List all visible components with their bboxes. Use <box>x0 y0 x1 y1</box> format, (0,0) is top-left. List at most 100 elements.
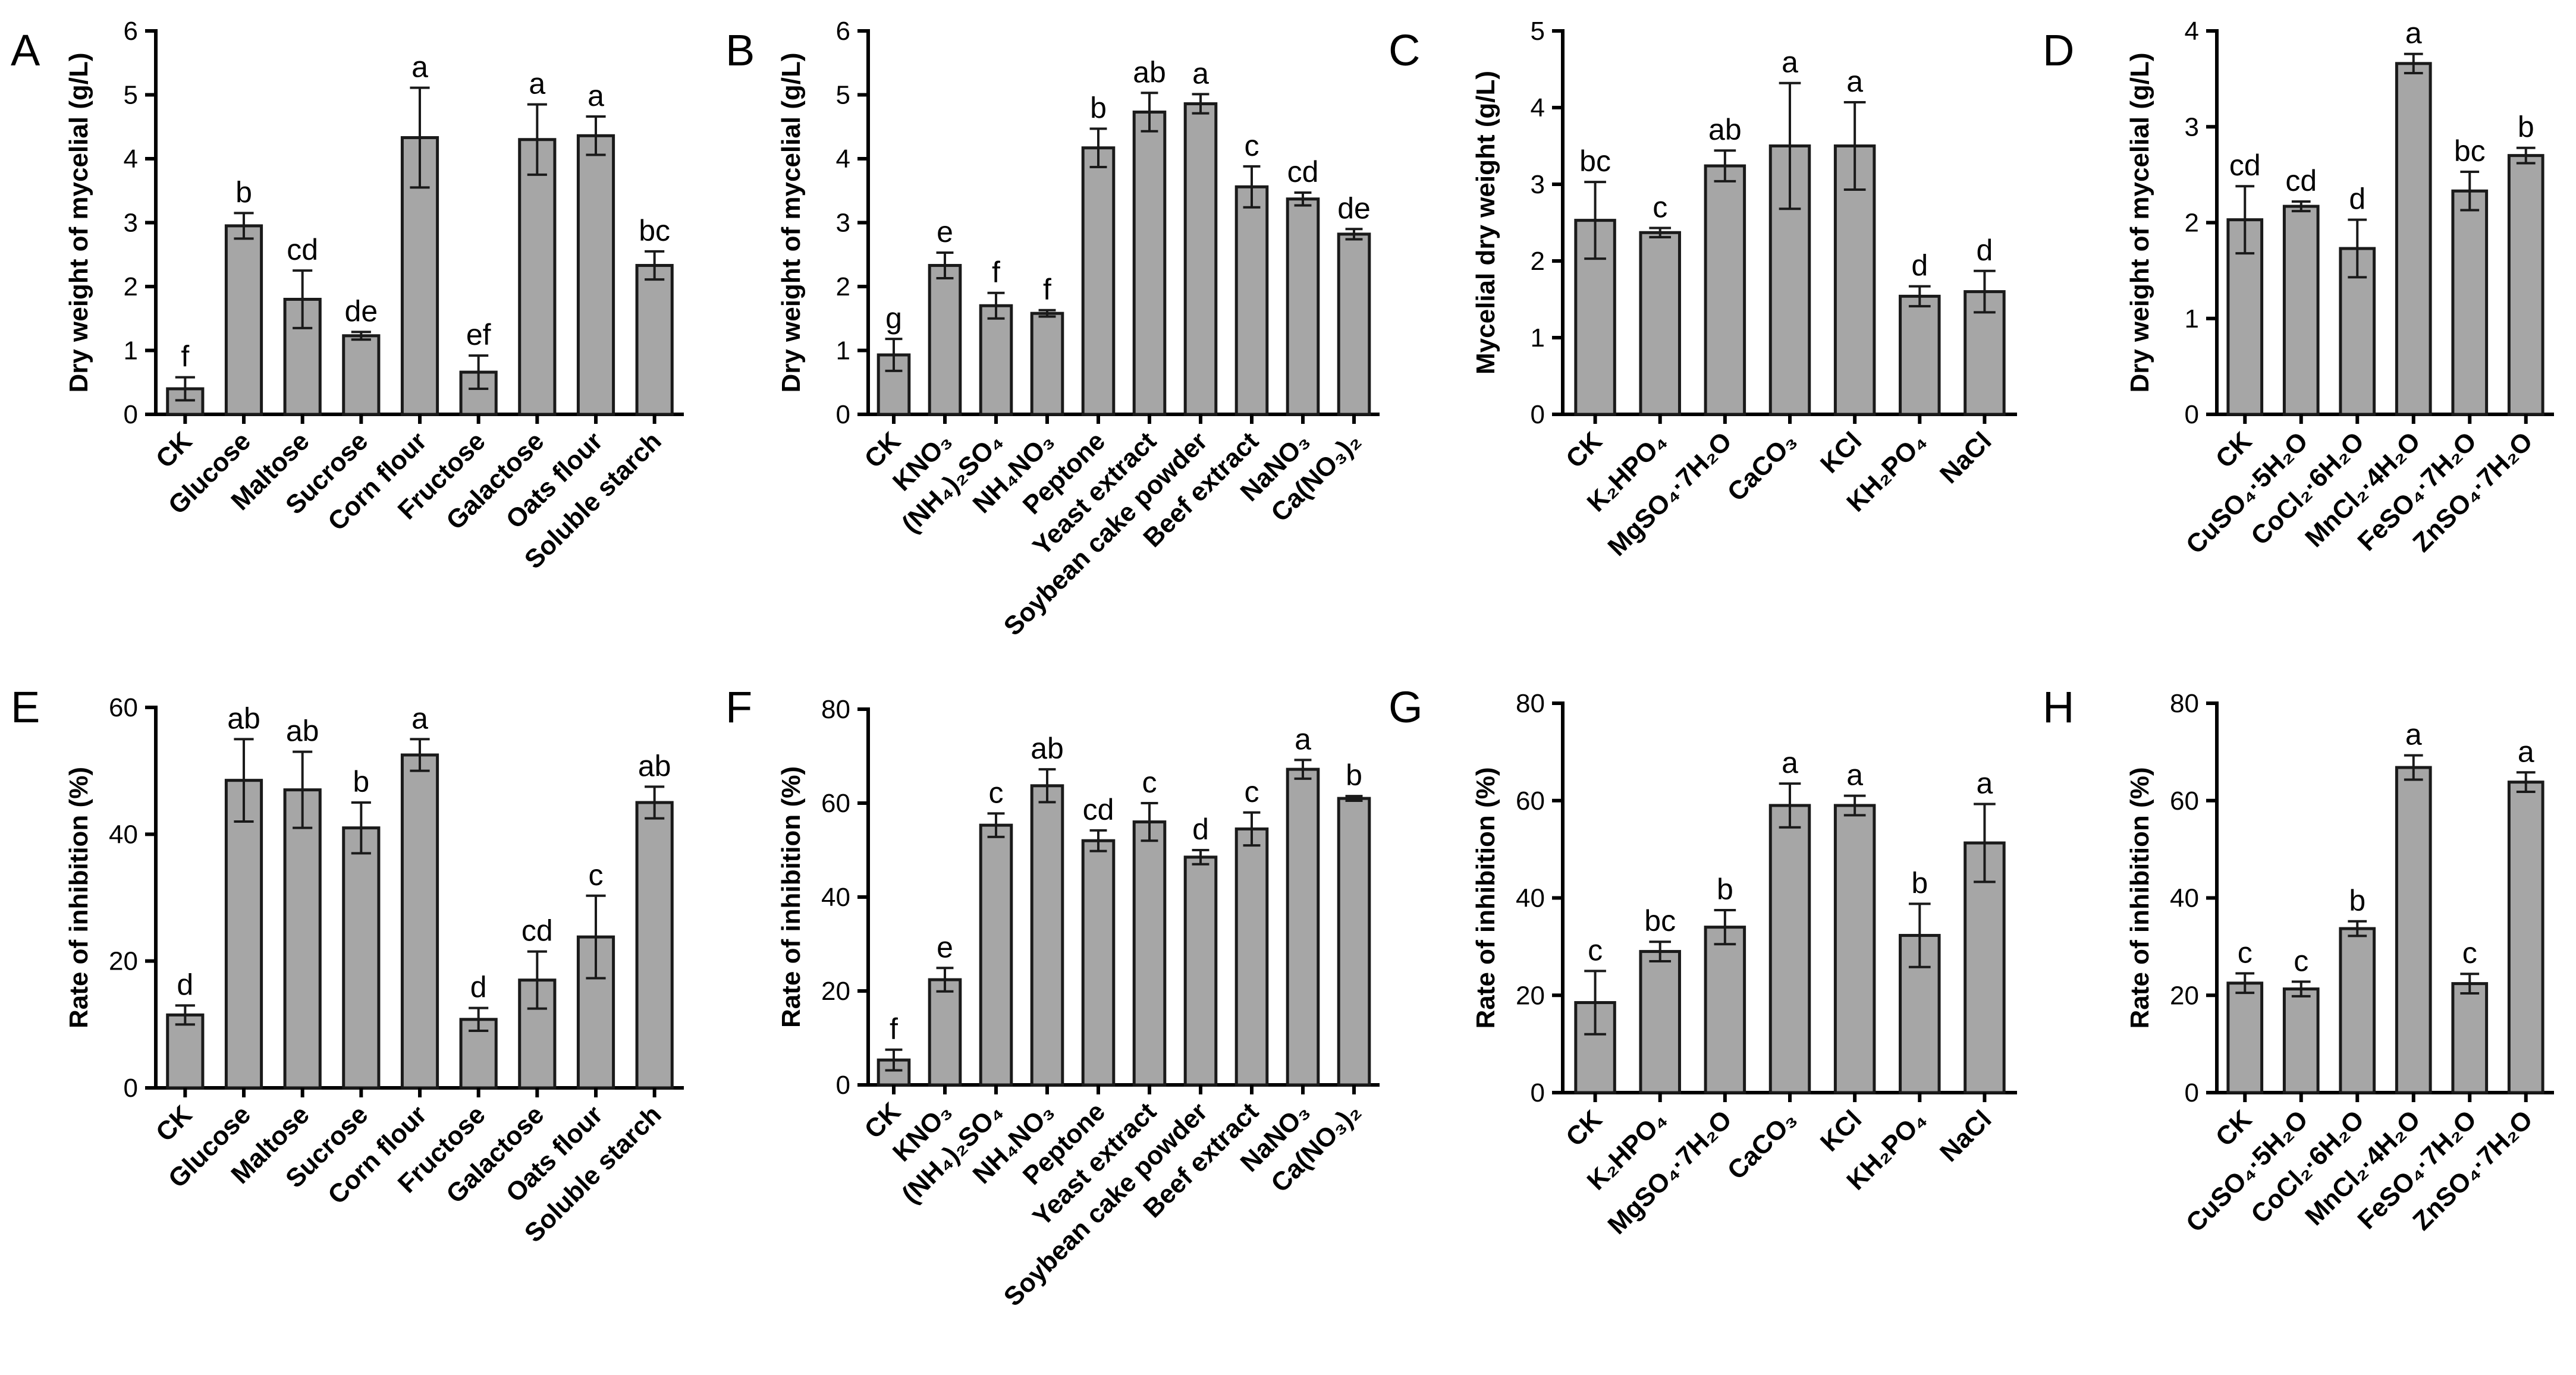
panel-label: B <box>725 26 755 75</box>
panel-label: E <box>11 682 40 732</box>
significance-letter: c <box>2462 936 2477 970</box>
significance-letter: g <box>885 301 902 335</box>
y-tick-label: 2 <box>836 272 850 301</box>
bar <box>1286 767 1320 1087</box>
bar <box>2451 982 2489 1094</box>
significance-letter: a <box>1192 56 1209 90</box>
bar <box>1833 804 1876 1094</box>
bar <box>2395 62 2432 416</box>
y-tick-label: 3 <box>836 209 850 238</box>
category-label: CK <box>2210 426 2258 474</box>
category-label: KCl <box>1815 426 1867 479</box>
significance-letter: b <box>353 765 369 798</box>
y-tick-label: 5 <box>1531 17 1545 46</box>
significance-letter: b <box>235 175 252 209</box>
significance-letter: bc <box>1644 904 1676 937</box>
category-label: NaCl <box>1934 1105 1997 1168</box>
y-axis-title: Dry weight of mycelial (g/L) <box>2125 52 2154 392</box>
y-axis-title: Rate of inhibition (%) <box>777 766 806 1028</box>
y-tick-label: 5 <box>124 81 138 110</box>
panel-label: G <box>1388 682 1423 732</box>
significance-letter: cd <box>2229 149 2261 182</box>
y-tick-label: 1 <box>2185 304 2199 333</box>
category-label: CK <box>150 426 198 474</box>
bar <box>1704 164 1746 416</box>
significance-letter: d <box>177 968 193 1001</box>
significance-letter: a <box>1782 46 1798 79</box>
y-tick-label: 0 <box>836 400 850 429</box>
panel-label: A <box>11 26 40 75</box>
panel-label: H <box>2043 682 2074 732</box>
y-tick-label: 4 <box>124 144 138 174</box>
y-tick-label: 20 <box>109 947 138 976</box>
y-tick-label: 0 <box>836 1071 850 1100</box>
bar <box>1899 294 1941 416</box>
y-tick-label: 3 <box>124 209 138 238</box>
significance-letter: a <box>1846 759 1863 792</box>
bar <box>2507 154 2544 416</box>
significance-letter: a <box>588 79 604 112</box>
significance-letter: ab <box>227 701 260 735</box>
significance-letter: cd <box>2285 164 2317 197</box>
y-tick-label: 0 <box>124 400 138 429</box>
bar <box>283 788 322 1090</box>
bar <box>2282 987 2320 1094</box>
bar <box>1081 839 1116 1087</box>
panel-label: F <box>725 682 752 732</box>
panel-a: A 0 1 2 3 4 5 6 Dry weight of mycelial (g/L) f CK b… <box>11 17 684 574</box>
y-tick-label: 6 <box>124 17 138 46</box>
y-tick-label: 3 <box>1531 170 1545 199</box>
significance-letter: c <box>2294 944 2308 977</box>
significance-letter: de <box>345 294 378 328</box>
bar <box>1234 185 1269 416</box>
significance-letter: b <box>1090 91 1107 124</box>
y-tick-label: 40 <box>821 883 850 912</box>
category-label: CaCO₃ <box>1722 426 1802 506</box>
bar <box>979 823 1013 1087</box>
significance-letter: bc <box>2454 134 2486 168</box>
y-tick-label: 1 <box>836 336 850 366</box>
y-tick-label: 20 <box>821 977 850 1006</box>
y-tick-label: 2 <box>2185 209 2199 238</box>
y-tick-label: 0 <box>2185 1078 2199 1107</box>
bar <box>1639 950 1681 1094</box>
significance-letter: ef <box>466 318 491 351</box>
significance-letter: cd <box>1287 155 1319 188</box>
bar <box>342 334 381 416</box>
bar <box>2451 189 2489 416</box>
bar <box>1234 827 1269 1087</box>
y-tick-label: 0 <box>124 1074 138 1103</box>
significance-letter: bc <box>1579 144 1611 178</box>
y-tick-label: 20 <box>2170 981 2199 1010</box>
y-tick-label: 1 <box>1531 323 1545 353</box>
significance-letter: b <box>1346 759 1362 792</box>
significance-letter: c <box>589 858 604 892</box>
y-tick-label: 80 <box>1516 689 1545 718</box>
y-tick-label: 80 <box>2170 689 2199 718</box>
significance-letter: f <box>181 340 189 373</box>
category-label: NaCl <box>1934 426 1997 489</box>
bar <box>1286 197 1320 416</box>
bar <box>166 1013 205 1090</box>
y-tick-label: 4 <box>1531 93 1545 122</box>
bar <box>1768 804 1811 1094</box>
bar <box>342 826 381 1090</box>
bar <box>1337 797 1371 1087</box>
significance-letter: a <box>1295 722 1311 756</box>
y-axis-title: Rate of inhibition (%) <box>64 767 93 1028</box>
y-tick-label: 60 <box>2170 786 2199 816</box>
bar <box>400 753 439 1090</box>
y-tick-label: 3 <box>2185 112 2199 141</box>
significance-letter: cd <box>522 914 553 948</box>
significance-letter: a <box>1846 65 1863 98</box>
y-tick-label: 4 <box>836 144 850 174</box>
panel-label: C <box>1388 26 1420 75</box>
significance-letter: c <box>1588 933 1603 967</box>
y-tick-label: 60 <box>109 693 138 722</box>
significance-letter: d <box>470 971 487 1004</box>
